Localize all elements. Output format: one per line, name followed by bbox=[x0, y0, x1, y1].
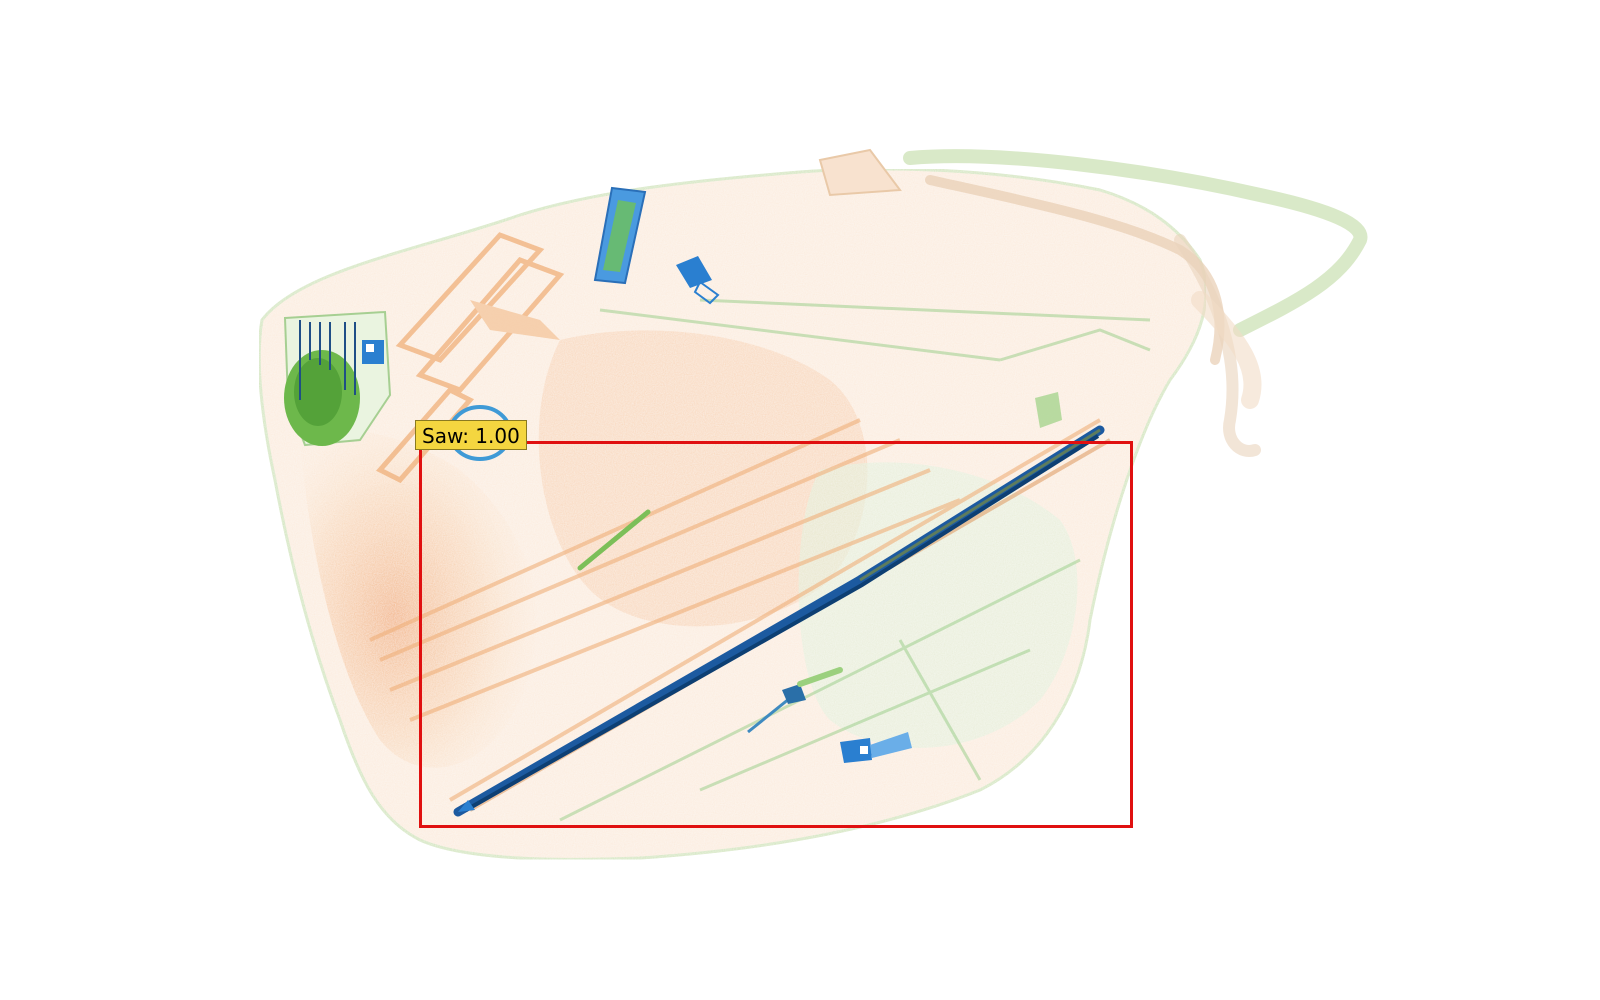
green-stick-object bbox=[577, 509, 651, 571]
blue-latch-object bbox=[840, 732, 912, 763]
bag-handles bbox=[818, 148, 1368, 457]
detection-label: Saw: 1.00 bbox=[415, 420, 527, 450]
blue-clip-object bbox=[676, 256, 720, 305]
organic-sheets bbox=[375, 232, 565, 484]
green-cylinder-object bbox=[283, 310, 392, 447]
saw-blade-object bbox=[453, 425, 1105, 817]
blue-rectangle-object bbox=[593, 186, 647, 285]
green-patch bbox=[1035, 392, 1062, 428]
mixed-strands bbox=[559, 298, 1151, 822]
detection-bounding-box bbox=[419, 441, 1133, 828]
small-tool-object bbox=[747, 667, 843, 734]
